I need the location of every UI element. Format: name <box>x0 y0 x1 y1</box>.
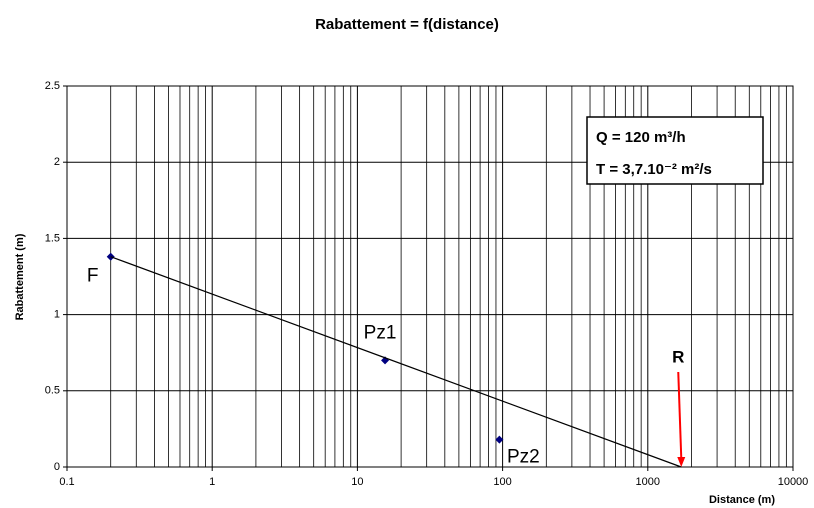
text-box-line: Q = 120 m³/h <box>596 129 686 146</box>
y-tick-label: 0.5 <box>45 385 60 397</box>
text-box-line: T = 3,7.10⁻² m²/s <box>596 161 712 178</box>
y-tick-label: 2.5 <box>45 80 60 92</box>
x-tick-label: 10 <box>351 476 363 488</box>
point-label: F <box>87 266 99 287</box>
y-tick-label: 2 <box>54 156 60 168</box>
text-box <box>586 116 764 185</box>
data-point <box>495 435 504 444</box>
plot-border <box>66 85 794 468</box>
x-tick-label: 1000 <box>636 476 660 488</box>
y-tick-label: 0 <box>54 461 60 473</box>
arrow-head <box>677 457 686 467</box>
point-label: Pz1 <box>364 322 397 343</box>
y-tick-label: 1 <box>54 309 60 321</box>
trend-line <box>110 256 682 468</box>
x-tick-label: 100 <box>493 476 511 488</box>
y-axis-label: Rabattement (m) <box>14 233 26 320</box>
x-tick-label: 1 <box>209 476 215 488</box>
chart-title: Rabattement = f(distance) <box>315 16 499 33</box>
x-tick-label: 0.1 <box>59 476 74 488</box>
annotation-arrow <box>677 371 683 459</box>
annotation: R <box>672 347 684 366</box>
x-axis-label: Distance (m) <box>709 494 775 506</box>
y-tick-label: 1.5 <box>45 232 60 244</box>
point-label: Pz2 <box>507 447 540 468</box>
x-tick-label: 10000 <box>778 476 809 488</box>
